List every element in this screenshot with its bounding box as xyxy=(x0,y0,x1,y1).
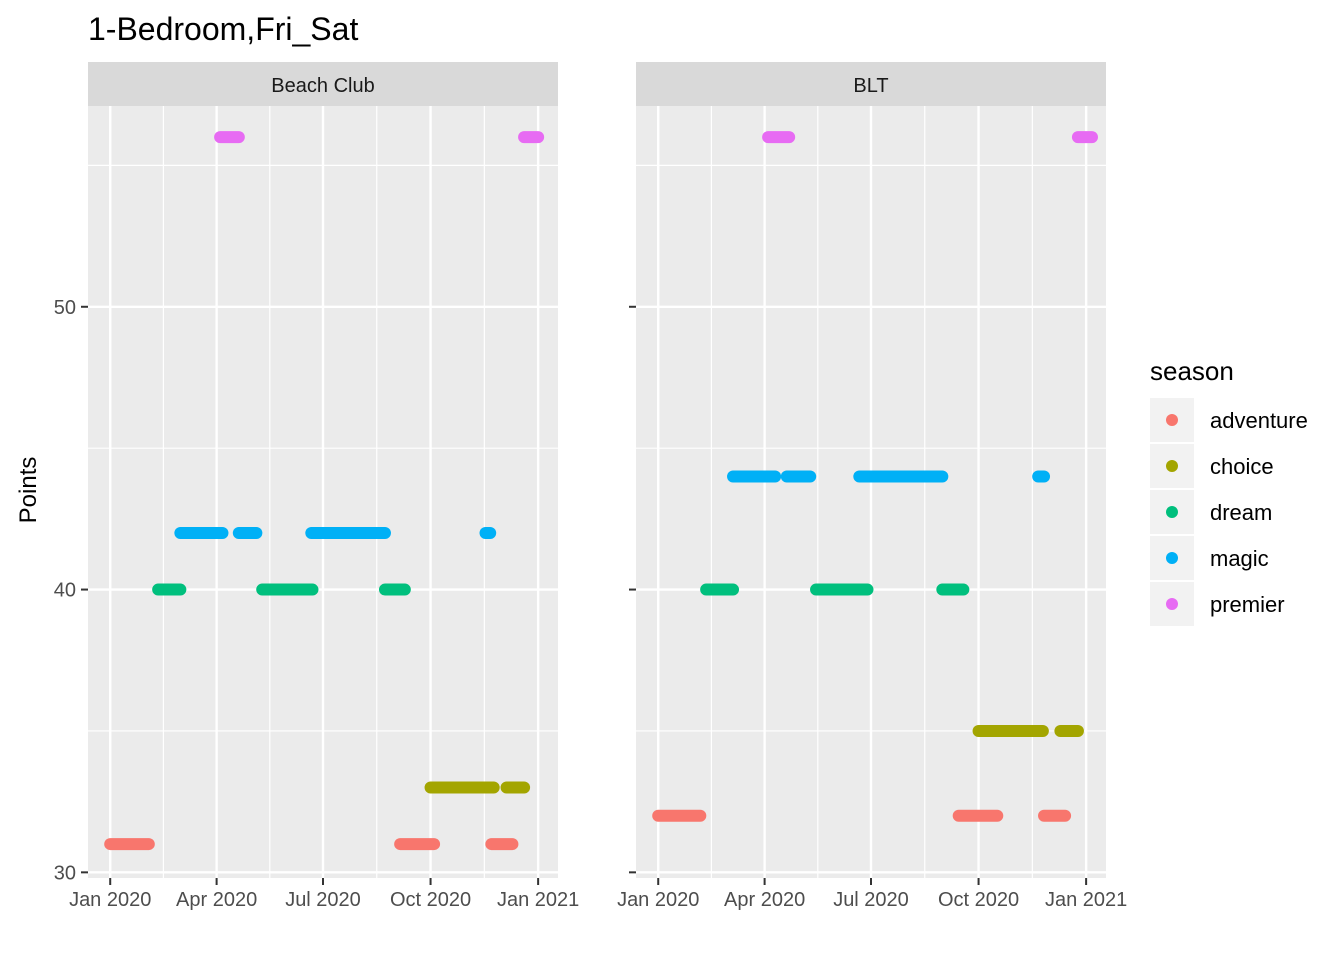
y-tick-label: 30 xyxy=(54,862,76,884)
x-tick-label: Jul 2020 xyxy=(833,889,909,911)
x-tick-label: Oct 2020 xyxy=(938,889,1019,911)
y-tick-label: 50 xyxy=(54,297,76,319)
legend-label-adventure: adventure xyxy=(1210,408,1308,433)
legend-title: season xyxy=(1150,356,1234,386)
facet-strip-label: BLT xyxy=(853,75,888,97)
y-tick-label: 40 xyxy=(54,580,76,602)
legend-label-choice: choice xyxy=(1210,454,1274,479)
legend-swatch-dream xyxy=(1166,506,1178,518)
facet-strip-label: Beach Club xyxy=(271,75,374,97)
facet-strip xyxy=(636,62,1106,106)
legend-swatch-adventure xyxy=(1166,414,1178,426)
panel-0: Beach Club 30 40 50 Jan 2020 Apr 2020 Jul 2020… xyxy=(54,62,579,911)
y-axis-label: Points xyxy=(15,457,42,524)
x-tick-label: Jan 2020 xyxy=(69,889,151,911)
legend-label-dream: dream xyxy=(1210,500,1272,525)
legend-swatch-magic xyxy=(1166,552,1178,564)
x-tick-label: Apr 2020 xyxy=(724,889,805,911)
facet-strip xyxy=(88,62,558,106)
legend-swatch-premier xyxy=(1166,598,1178,610)
legend-swatch-choice xyxy=(1166,460,1178,472)
legend-label-premier: premier xyxy=(1210,592,1285,617)
x-tick-label: Jan 2020 xyxy=(617,889,699,911)
facet-panels: Beach Club 30 40 50 Jan 2020 Apr 2020 Jul 2020… xyxy=(54,62,1127,911)
legend-label-magic: magic xyxy=(1210,546,1269,571)
legend: season adventure choice dream magic premier xyxy=(1150,356,1308,626)
x-tick-label: Jul 2020 xyxy=(285,889,361,911)
panel-1: BLT Jan 2020 Apr 2020 Jul 2020 Oct 2020 Jan 2… xyxy=(617,62,1127,911)
x-tick-label: Apr 2020 xyxy=(176,889,257,911)
chart-title: 1-Bedroom,Fri_Sat xyxy=(88,11,358,47)
x-tick-label: Jan 2021 xyxy=(1045,889,1127,911)
x-tick-label: Oct 2020 xyxy=(390,889,471,911)
x-tick-label: Jan 2021 xyxy=(497,889,579,911)
